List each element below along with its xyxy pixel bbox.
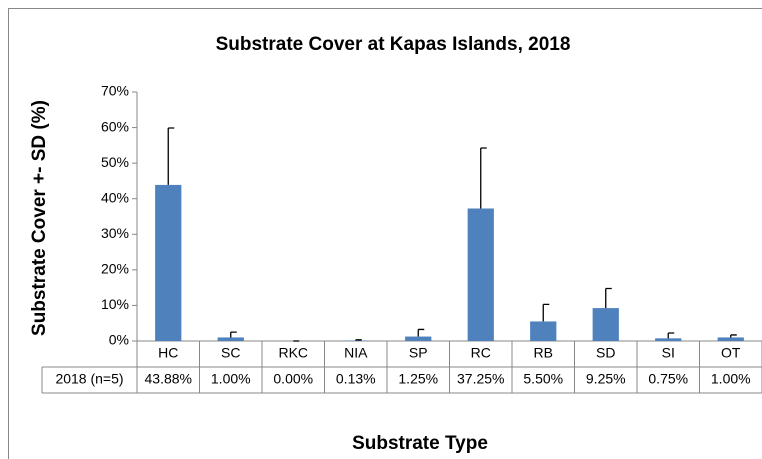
- bar: [655, 338, 682, 341]
- x-axis-label: Substrate Type: [352, 433, 488, 454]
- x-tick-label: NIA: [344, 345, 368, 361]
- x-tick-label: HC: [158, 345, 178, 361]
- bar: [717, 337, 744, 341]
- y-tick-label: 40%: [101, 189, 129, 205]
- error-bar: [355, 339, 362, 341]
- x-tick-label: RC: [471, 345, 491, 361]
- y-tick-label: 20%: [101, 261, 129, 277]
- bar: [467, 208, 494, 341]
- error-bar: [417, 328, 425, 337]
- error-bar: [480, 147, 487, 209]
- bar: [530, 321, 557, 341]
- error-bar: [667, 332, 675, 339]
- x-tick-label: OT: [721, 345, 741, 361]
- y-tick-label: 0%: [109, 332, 129, 348]
- bar: [155, 184, 182, 341]
- data-label: 1.00%: [211, 371, 251, 387]
- error-bar: [230, 331, 237, 338]
- chart-title: Substrate Cover at Kapas Islands, 2018: [216, 34, 571, 55]
- y-tick-label: 60%: [101, 118, 129, 134]
- x-tick-label: SC: [221, 345, 240, 361]
- data-label: 0.00%: [273, 371, 313, 387]
- x-tick-label: SP: [409, 345, 428, 361]
- x-tick-label: RKC: [278, 345, 308, 361]
- x-tick-label: RB: [534, 345, 553, 361]
- data-label: 43.88%: [145, 371, 192, 387]
- error-bar: [167, 127, 175, 185]
- data-label: 1.25%: [398, 371, 438, 387]
- data-label: 5.50%: [523, 371, 563, 387]
- error-bar: [730, 334, 737, 338]
- error-bar: [605, 287, 612, 309]
- data-label: 1.00%: [711, 371, 751, 387]
- legend-label: 2018 (n=5): [55, 371, 123, 387]
- data-label: 9.25%: [586, 371, 626, 387]
- data-label: 0.75%: [648, 371, 688, 387]
- bar: [217, 337, 244, 341]
- y-tick-label: 70%: [101, 83, 129, 99]
- data-label: 37.25%: [457, 371, 504, 387]
- y-tick-label: 50%: [101, 154, 129, 170]
- bar: [405, 336, 432, 341]
- error-bar: [542, 303, 550, 322]
- chart-border: [8, 8, 762, 459]
- x-tick-label: SD: [596, 345, 615, 361]
- data-label: 0.13%: [336, 371, 376, 387]
- bar: [592, 308, 619, 341]
- y-axis-label: Substrate Cover +- SD (%): [29, 100, 50, 336]
- y-tick-label: 10%: [101, 296, 129, 312]
- x-tick-label: SI: [662, 345, 675, 361]
- y-tick-label: 30%: [101, 225, 129, 241]
